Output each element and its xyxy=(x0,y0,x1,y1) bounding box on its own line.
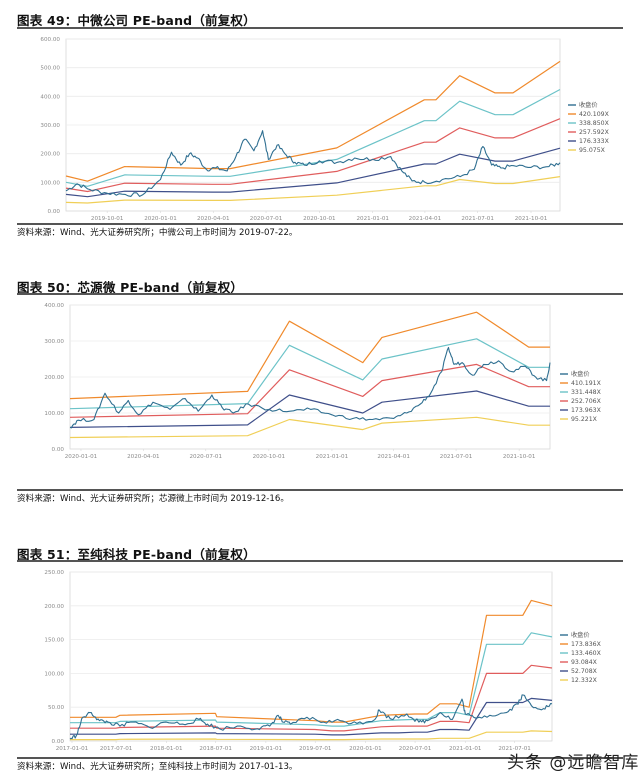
y-tick-label: 100.00 xyxy=(44,411,64,417)
y-tick-label: 300.00 xyxy=(44,339,64,345)
legend-label: 176.333X xyxy=(579,138,610,145)
y-tick-label: 150.00 xyxy=(44,638,64,644)
x-tick-label: 2018-07-01 xyxy=(199,746,232,752)
legend-label: 12.332X xyxy=(571,677,598,684)
y-tick-label: 100.00 xyxy=(40,180,60,186)
x-tick-label: 2018-01-01 xyxy=(150,746,183,752)
y-tick-label: 500.00 xyxy=(40,66,60,72)
pe-band-line-2 xyxy=(70,632,553,727)
price-line xyxy=(69,346,551,429)
legend-label: 173.963X xyxy=(571,407,602,414)
figure-title: 图表 49：中微公司 PE-band（前复权） xyxy=(17,13,256,28)
y-tick-label: 0.00 xyxy=(52,447,65,453)
y-tick-label: 300.00 xyxy=(40,123,60,129)
pe-band-line-4 xyxy=(65,147,561,198)
x-tick-label: 2020-10-01 xyxy=(303,216,336,222)
legend-label: 133.460X xyxy=(571,650,602,657)
x-tick-label: 2020-07-01 xyxy=(250,216,283,222)
bottom-divider xyxy=(17,757,623,759)
x-tick-label: 2019-07-01 xyxy=(299,746,332,752)
x-tick-label: 2020-04-01 xyxy=(127,454,160,460)
x-tick-label: 2020-01-01 xyxy=(65,454,98,460)
legend-label: 收盘价 xyxy=(579,101,598,109)
legend-label: 257.592X xyxy=(579,129,610,136)
x-tick-label: 2020-07-01 xyxy=(190,454,223,460)
y-tick-label: 250.00 xyxy=(44,570,64,576)
x-tick-label: 2020-01-01 xyxy=(144,216,177,222)
legend-label: 93.084X xyxy=(571,659,598,666)
y-tick-label: 200.00 xyxy=(44,375,64,381)
legend-label: 95.221X xyxy=(571,416,598,423)
x-tick-label: 2021-01-01 xyxy=(356,216,389,222)
pe-band-line-5 xyxy=(65,176,561,204)
x-tick-label: 2021-10-01 xyxy=(503,454,536,460)
plot-frame xyxy=(69,571,553,742)
pe-band-line-3 xyxy=(70,664,553,732)
pe-band-line-2 xyxy=(69,338,550,410)
pe-band-line-5 xyxy=(69,416,550,439)
y-tick-label: 600.00 xyxy=(40,37,60,43)
legend-label: 95.075X xyxy=(579,147,606,154)
source-note: 资料来源：Wind、光大证券研究所；芯源微上市时间为 2019-12-16。 xyxy=(17,494,289,504)
x-tick-label: 2021-07-01 xyxy=(440,454,473,460)
x-tick-label: 2019-10-01 xyxy=(91,216,124,222)
price-line xyxy=(69,694,553,740)
x-tick-label: 2021-07-01 xyxy=(461,216,494,222)
pe-band-line-3 xyxy=(65,118,561,193)
y-tick-label: 200.00 xyxy=(44,604,64,610)
figure-title: 图表 50：芯源微 PE-band（前复权） xyxy=(17,280,244,295)
x-tick-label: 2019-01-01 xyxy=(250,746,283,752)
price-line xyxy=(65,130,561,197)
x-tick-label: 2021-07-01 xyxy=(498,746,531,752)
x-tick-label: 2021-01-01 xyxy=(449,746,482,752)
source-note: 资料来源：Wind、光大证券研究所；中微公司上市时间为 2019-07-22。 xyxy=(17,228,298,238)
legend-label: 331.448X xyxy=(571,389,602,396)
pe-band-line-1 xyxy=(69,311,550,400)
legend-label: 收盘价 xyxy=(571,631,590,639)
figure-title: 图表 51：至纯科技 PE-band（前复权） xyxy=(17,547,256,562)
title-divider xyxy=(17,293,623,295)
y-tick-label: 50.00 xyxy=(48,705,64,711)
x-tick-label: 2021-10-01 xyxy=(515,216,548,222)
bottom-divider xyxy=(17,223,623,225)
title-divider xyxy=(17,560,623,562)
pe-band-chart: 0.00 100.00 200.00 300.00 400.00 2020-01-01 20… xyxy=(44,303,602,460)
pe-band-line-4 xyxy=(69,390,550,428)
watermark: 头条 @远瞻智库 xyxy=(507,753,640,773)
y-tick-label: 0.00 xyxy=(48,209,61,215)
pe-band-chart: 0.00 50.00 100.00 150.00 200.00 250.00 2017-01… xyxy=(44,570,602,752)
x-tick-label: 2021-04-01 xyxy=(409,216,442,222)
x-tick-label: 2020-10-01 xyxy=(253,454,286,460)
x-tick-label: 2021-01-01 xyxy=(316,454,349,460)
legend-label: 收盘价 xyxy=(571,370,590,378)
legend-label: 420.109X xyxy=(579,111,610,118)
legend-label: 173.836X xyxy=(571,641,602,648)
y-tick-label: 400.00 xyxy=(40,94,60,100)
legend-label: 52.708X xyxy=(571,668,598,675)
y-tick-label: 400.00 xyxy=(44,303,64,309)
x-tick-label: 2017-01-01 xyxy=(56,746,89,752)
legend-label: 252.706X xyxy=(571,398,602,405)
pe-band-line-3 xyxy=(69,363,550,418)
y-tick-label: 100.00 xyxy=(44,671,64,677)
bottom-divider xyxy=(17,489,623,491)
source-note: 资料来源：Wind、光大证券研究所；至纯科技上市时间为 2017-01-13。 xyxy=(17,762,298,772)
x-tick-label: 2020-04-01 xyxy=(197,216,230,222)
legend-label: 410.191X xyxy=(571,380,602,387)
pe-band-line-1 xyxy=(70,599,553,723)
x-tick-label: 2021-04-01 xyxy=(377,454,410,460)
pe-band-chart: 0.00 100.00 200.00 300.00 400.00 500.00 600.00… xyxy=(40,37,610,222)
pe-band-line-4 xyxy=(70,697,553,736)
pe-band-line-1 xyxy=(65,60,561,182)
legend-label: 338.850X xyxy=(579,120,610,127)
x-tick-label: 2020-01-01 xyxy=(349,746,382,752)
pe-band-line-2 xyxy=(65,88,561,187)
y-tick-label: 0.00 xyxy=(52,739,65,745)
y-tick-label: 200.00 xyxy=(40,152,60,158)
pe-band-line-5 xyxy=(70,730,553,741)
x-tick-label: 2020-07-01 xyxy=(399,746,432,752)
x-tick-label: 2017-07-01 xyxy=(100,746,133,752)
title-divider xyxy=(17,27,623,29)
